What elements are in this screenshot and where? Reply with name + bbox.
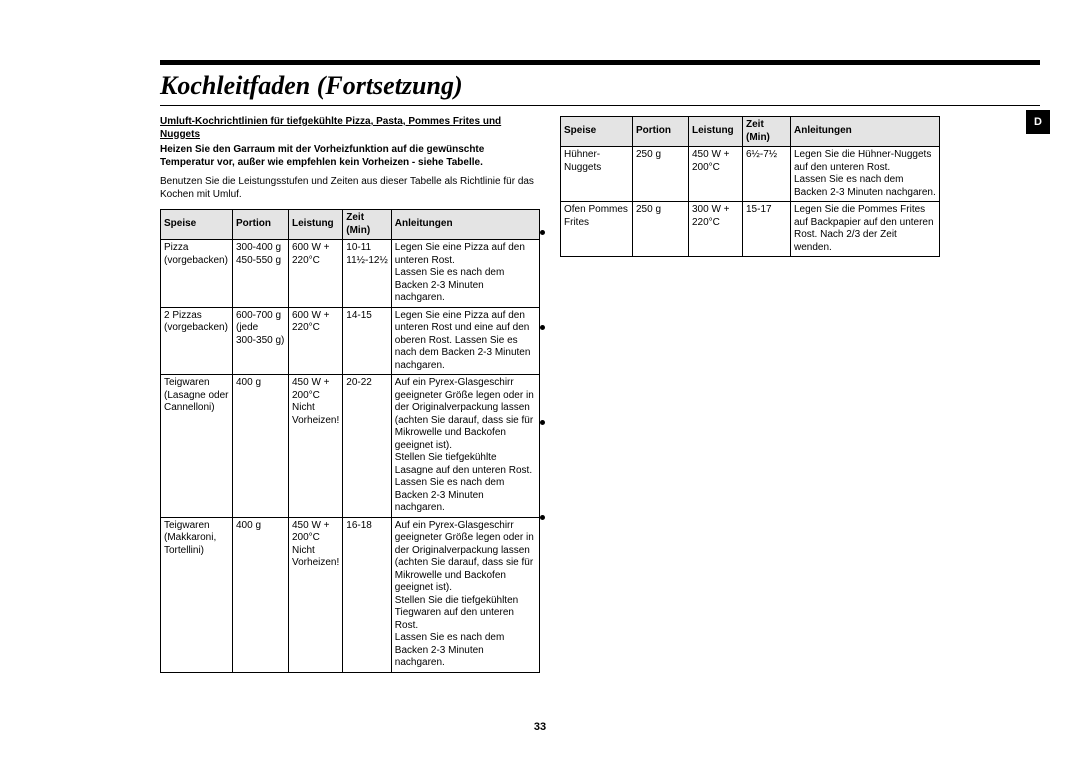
dot <box>540 515 545 520</box>
table-row: Teigwaren(Lasagne oderCannelloni)400 g45… <box>161 375 540 518</box>
cell-speise: Pizza(vorgebacken) <box>161 240 233 308</box>
cell-leistung: 450 W +200°CNichtVorheizen! <box>289 517 343 672</box>
chapter-tab: D <box>1026 110 1050 134</box>
columns: Umluft-Kochrichtlinien für tiefgekühlte … <box>160 116 1040 673</box>
table-row: 2 Pizzas(vorgebacken)600-700 g(jede300-3… <box>161 307 540 375</box>
intro-note: Benutzen Sie die Leistungsstufen und Zei… <box>160 175 540 201</box>
th-zeit: Zeit (Min) <box>343 210 392 240</box>
binding-dots <box>540 230 545 520</box>
cell-leistung: 600 W +220°C <box>289 240 343 308</box>
cell-zeit: 15-17 <box>743 202 791 257</box>
cell-zeit: 20-22 <box>343 375 392 518</box>
cell-anl: Legen Sie eine Pizza auf den unteren Ros… <box>391 240 539 308</box>
th-speise: Speise <box>561 117 633 147</box>
cell-zeit: 14-15 <box>343 307 392 375</box>
cell-anl: Auf ein Pyrex-Glasgeschirr geeigneter Gr… <box>391 375 539 518</box>
cell-leistung: 300 W +220°C <box>689 202 743 257</box>
cell-leistung: 450 W +200°CNichtVorheizen! <box>289 375 343 518</box>
section-subhead: Umluft-Kochrichtlinien für tiefgekühlte … <box>160 116 540 141</box>
left-column: Umluft-Kochrichtlinien für tiefgekühlte … <box>160 116 540 673</box>
th-anl: Anleitungen <box>791 117 940 147</box>
rule-under-title <box>160 105 1040 106</box>
cell-portion: 250 g <box>633 202 689 257</box>
page-title: Kochleitfaden (Fortsetzung) <box>160 69 1040 105</box>
table-row: Pizza(vorgebacken)300-400 g450-550 g600 … <box>161 240 540 308</box>
cell-speise: Teigwaren(Makkaroni,Tortellini) <box>161 517 233 672</box>
cell-leistung: 450 W +200°C <box>689 147 743 202</box>
cell-speise: Hühner-Nuggets <box>561 147 633 202</box>
cell-zeit: 10-1111½-12½ <box>343 240 392 308</box>
cooking-table-left: Speise Portion Leistung Zeit (Min) Anlei… <box>160 209 540 673</box>
dot <box>540 420 545 425</box>
th-speise: Speise <box>161 210 233 240</box>
cell-anl: Legen Sie die Pommes Frites auf Backpapi… <box>791 202 940 257</box>
intro-paragraph: Heizen Sie den Garraum mit der Vorheizfu… <box>160 143 540 169</box>
th-zeit: Zeit (Min) <box>743 117 791 147</box>
cell-anl: Legen Sie die Hühner-Nuggets auf den unt… <box>791 147 940 202</box>
cell-speise: 2 Pizzas(vorgebacken) <box>161 307 233 375</box>
cooking-table-right: Speise Portion Leistung Zeit (Min) Anlei… <box>560 116 940 257</box>
cell-anl: Auf ein Pyrex-Glasgeschirr geeigneter Gr… <box>391 517 539 672</box>
page-number: 33 <box>0 721 1080 733</box>
cell-portion: 300-400 g450-550 g <box>233 240 289 308</box>
th-anl: Anleitungen <box>391 210 539 240</box>
table-row: Ofen PommesFrites250 g300 W +220°C15-17L… <box>561 202 940 257</box>
table-row: Teigwaren(Makkaroni,Tortellini)400 g450 … <box>161 517 540 672</box>
cell-speise: Teigwaren(Lasagne oderCannelloni) <box>161 375 233 518</box>
cell-speise: Ofen PommesFrites <box>561 202 633 257</box>
cell-portion: 250 g <box>633 147 689 202</box>
th-portion: Portion <box>633 117 689 147</box>
cell-zeit: 16-18 <box>343 517 392 672</box>
cell-leistung: 600 W +220°C <box>289 307 343 375</box>
th-portion: Portion <box>233 210 289 240</box>
table-row: Hühner-Nuggets250 g450 W +200°C6½-7½Lege… <box>561 147 940 202</box>
th-leistung: Leistung <box>689 117 743 147</box>
cell-portion: 400 g <box>233 517 289 672</box>
cell-zeit: 6½-7½ <box>743 147 791 202</box>
th-leistung: Leistung <box>289 210 343 240</box>
dot <box>540 325 545 330</box>
dot <box>540 230 545 235</box>
rule-heavy <box>160 60 1040 65</box>
cell-anl: Legen Sie eine Pizza auf den unteren Ros… <box>391 307 539 375</box>
cell-portion: 400 g <box>233 375 289 518</box>
cell-portion: 600-700 g(jede300-350 g) <box>233 307 289 375</box>
right-column: Speise Portion Leistung Zeit (Min) Anlei… <box>560 116 940 673</box>
